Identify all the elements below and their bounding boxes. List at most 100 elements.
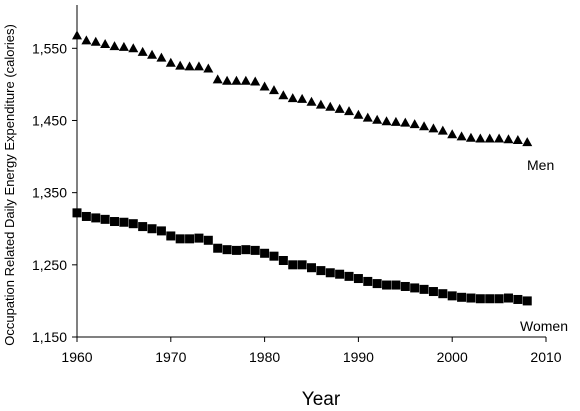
data-point-men	[381, 116, 392, 126]
data-point-women	[128, 219, 138, 229]
data-point-women	[494, 294, 504, 304]
data-point-men	[372, 114, 383, 124]
x-tick-label: 1990	[343, 349, 374, 365]
data-point-men	[465, 132, 476, 142]
data-point-men	[193, 61, 204, 71]
data-point-women	[278, 255, 288, 265]
data-point-men	[165, 57, 176, 67]
data-point-men	[240, 75, 251, 85]
x-tick-label: 1970	[155, 349, 186, 365]
y-tick-label: 1,350	[32, 185, 67, 201]
x-tick-label: 2000	[437, 349, 468, 365]
data-point-women	[166, 231, 176, 241]
data-point-women	[438, 289, 448, 299]
data-point-men	[222, 75, 233, 85]
data-point-women	[269, 251, 279, 261]
data-point-women	[100, 214, 110, 224]
data-point-women	[175, 234, 185, 244]
data-point-women	[194, 233, 204, 243]
data-point-men	[109, 41, 120, 51]
data-point-men	[334, 103, 345, 113]
data-point-women	[213, 243, 223, 253]
data-point-women	[382, 280, 392, 290]
data-point-men	[278, 90, 289, 100]
data-point-men	[175, 60, 186, 70]
data-point-men	[484, 133, 495, 143]
data-point-men	[325, 101, 336, 111]
data-point-men	[128, 43, 139, 53]
data-point-women	[457, 292, 467, 302]
data-point-men	[81, 35, 92, 45]
data-point-women	[335, 269, 345, 279]
data-point-women	[522, 296, 532, 306]
data-point-women	[231, 245, 241, 255]
data-point-men	[503, 134, 514, 144]
data-point-men	[212, 74, 223, 84]
data-point-men	[203, 63, 214, 73]
data-point-women	[466, 293, 476, 303]
data-point-women	[485, 294, 495, 304]
data-point-women	[353, 274, 363, 284]
data-point-women	[147, 224, 157, 234]
data-point-women	[297, 260, 307, 270]
data-point-men	[118, 41, 129, 51]
data-point-women	[288, 260, 298, 270]
markers	[72, 30, 533, 306]
data-point-women	[110, 217, 120, 227]
data-point-women	[91, 213, 101, 223]
series-label-men: Men	[527, 157, 554, 173]
y-tick-label: 1,250	[32, 257, 67, 273]
data-point-men	[250, 76, 261, 86]
data-point-men	[344, 106, 355, 116]
data-point-men	[184, 61, 195, 71]
data-point-men	[259, 81, 270, 91]
data-point-women	[363, 276, 373, 286]
series-label-women: Women	[520, 318, 568, 334]
data-point-women	[372, 279, 382, 289]
data-point-women	[513, 294, 523, 304]
y-axis-title: Occupation Related Daily Energy Expendit…	[2, 24, 17, 346]
data-point-men	[72, 30, 82, 40]
data-point-men	[353, 109, 364, 119]
y-tick-label: 1,150	[32, 329, 67, 345]
data-point-women	[400, 281, 410, 291]
data-point-men	[90, 36, 101, 46]
x-axis-title: Year	[302, 389, 341, 410]
data-point-women	[185, 234, 195, 244]
data-point-women	[222, 245, 232, 255]
y-tick-label: 1,550	[32, 40, 67, 56]
data-point-men	[362, 112, 373, 122]
data-point-women	[503, 293, 513, 303]
tick-labels: 1,150 1,250 1,350 1,450 1,550 1960 1970 1980 199…	[32, 40, 562, 365]
x-tick-label: 1980	[249, 349, 280, 365]
data-point-men	[100, 38, 111, 48]
x-tick-label: 1960	[61, 349, 92, 365]
data-point-women	[391, 280, 401, 290]
data-point-men	[475, 133, 486, 143]
x-tick-label: 2010	[530, 349, 561, 365]
data-point-women	[241, 245, 251, 255]
data-point-women	[475, 294, 485, 304]
ticks	[72, 47, 547, 342]
data-point-women	[250, 245, 260, 255]
data-point-women	[260, 248, 270, 258]
data-point-women	[138, 222, 148, 232]
data-point-men	[156, 52, 167, 62]
data-point-women	[419, 284, 429, 294]
data-point-women	[344, 271, 354, 281]
data-point-men	[522, 137, 533, 147]
data-point-men	[447, 129, 458, 139]
data-point-men	[409, 119, 420, 129]
data-point-women	[316, 266, 326, 276]
data-point-men	[419, 121, 430, 131]
data-point-men	[268, 85, 279, 95]
data-point-men	[456, 131, 467, 141]
data-point-men	[287, 93, 298, 103]
data-point-men	[306, 96, 317, 106]
data-point-men	[231, 75, 242, 85]
data-point-women	[410, 283, 420, 293]
data-point-men	[297, 93, 308, 103]
data-point-women	[307, 263, 316, 273]
data-point-men	[400, 117, 411, 127]
